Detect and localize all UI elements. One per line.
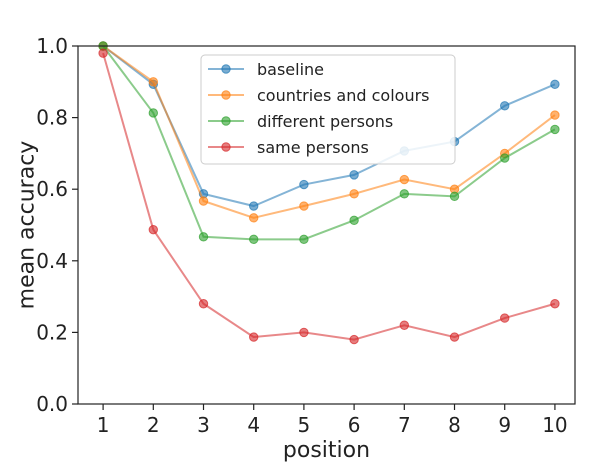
series-same-persons (98, 48, 560, 345)
x-tick-label: 7 (398, 413, 411, 437)
series-countries-and-colours (98, 41, 560, 223)
series-different-persons (98, 41, 560, 245)
data-point (550, 124, 560, 135)
data-point (299, 179, 309, 190)
x-tick-label: 10 (542, 413, 567, 437)
y-tick-label: 0.4 (36, 249, 68, 273)
data-point (299, 201, 309, 211)
data-point (98, 48, 108, 58)
data-point (500, 313, 510, 323)
y-axis-title: mean accuracy (15, 141, 40, 310)
x-axis-ticks: 1 2 3 4 5 6 7 8 9 10 (97, 404, 568, 437)
legend-marker (221, 64, 231, 74)
legend-box (200, 54, 456, 165)
x-tick-label: 1 (97, 413, 110, 437)
x-tick-label: 4 (247, 413, 260, 437)
legend-marker (221, 90, 231, 100)
legend-label: countries and colours (257, 86, 430, 105)
data-point (249, 213, 259, 223)
plot-marks (98, 41, 560, 345)
x-tick-label: 6 (348, 413, 361, 437)
legend-item: baseline (208, 60, 324, 79)
data-point (299, 327, 309, 338)
x-tick-label: 5 (298, 413, 311, 437)
data-point (299, 234, 309, 245)
legend-item: different persons (208, 112, 393, 131)
x-tick-label: 3 (197, 413, 210, 437)
series-line (102, 45, 556, 219)
data-point (249, 201, 259, 211)
series-line (102, 45, 556, 241)
y-tick-label: 0.8 (36, 106, 68, 130)
legend-marker (221, 116, 231, 126)
data-point (399, 320, 410, 330)
data-point (148, 224, 159, 235)
data-point (148, 108, 159, 118)
series-line (102, 52, 556, 341)
data-point (349, 334, 359, 345)
data-point (198, 232, 209, 242)
y-tick-label: 0.2 (36, 320, 68, 344)
data-point (198, 196, 209, 206)
data-point (349, 170, 359, 180)
data-point (399, 189, 410, 199)
y-tick-label: 0.6 (36, 177, 68, 201)
legend-label: different persons (257, 112, 393, 131)
data-point (198, 299, 209, 309)
x-tick-label: 8 (448, 413, 461, 437)
y-tick-label: 0.0 (36, 392, 68, 416)
data-point (349, 215, 359, 226)
legend-item: same persons (208, 138, 369, 157)
data-point (249, 332, 259, 342)
y-axis-ticks: 0.0 0.2 0.4 0.6 0.8 1.0 (36, 34, 78, 416)
legend-label: same persons (257, 138, 369, 157)
legend: baseline countries and colours different p… (200, 54, 456, 165)
data-point (148, 77, 159, 87)
x-axis-title: position (283, 438, 370, 463)
axes: 1 2 3 4 5 6 7 8 9 10 0.00.20.40.60.81.0 position … (15, 34, 576, 463)
x-tick-label: 9 (498, 413, 511, 437)
data-point (249, 234, 259, 245)
data-point (500, 153, 510, 163)
data-point (449, 191, 460, 202)
data-point (449, 332, 460, 342)
x-tick-label: 2 (147, 413, 160, 437)
data-point (550, 299, 560, 309)
y-tick-label: 1.0 (36, 34, 68, 58)
plot-area-frame (77, 45, 576, 405)
legend-item: countries and colours (208, 86, 430, 105)
data-point (399, 174, 410, 185)
data-point (500, 101, 510, 111)
legend-marker (221, 142, 231, 152)
data-point (550, 110, 560, 120)
legend-label: baseline (257, 60, 324, 79)
data-point (550, 79, 560, 90)
data-point (349, 189, 359, 199)
